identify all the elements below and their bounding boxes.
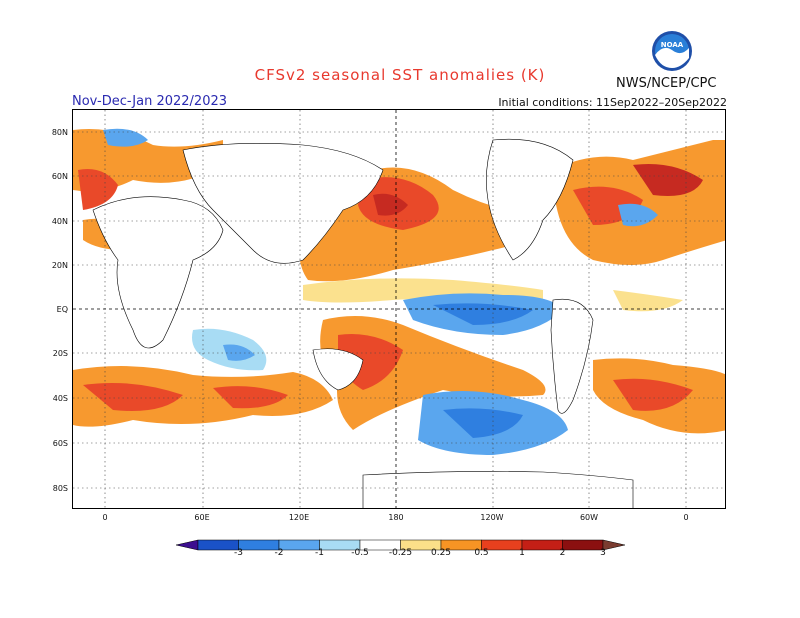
lon-label-180: 180 — [388, 513, 404, 522]
colorbar-tick-label: 0.25 — [430, 548, 452, 558]
lon-label-120e: 120E — [288, 513, 310, 522]
lon-label-120w: 120W — [480, 513, 504, 522]
colorbar-tick-label: 3 — [600, 548, 606, 558]
colorbar-segment — [521, 539, 563, 551]
noaa-logo: NOAA — [651, 30, 693, 72]
colorbar-left-arrow — [175, 539, 199, 551]
lat-label-60n: 60N — [51, 172, 68, 181]
colorbar-tick-label: 2 — [559, 548, 566, 558]
sst-anomaly-map — [72, 109, 726, 509]
reference-lines — [73, 110, 725, 508]
lat-label-eq: EQ — [56, 305, 68, 314]
initial-conditions-label: Initial conditions: 11Sep2022–20Sep2022 — [498, 96, 727, 109]
colorbar-tick-label: -3 — [234, 548, 243, 558]
agency-label: NWS/NCEP/CPC — [616, 76, 717, 91]
colorbar-tick-label: 0.5 — [474, 548, 489, 558]
colorbar-right-arrow — [602, 539, 626, 551]
lon-label-60w: 60W — [579, 513, 599, 522]
lat-label-40s: 40S — [52, 394, 68, 403]
lat-label-80n: 80N — [51, 128, 68, 137]
lon-label-0: 0 — [102, 513, 108, 522]
lat-label-80s: 80S — [52, 484, 68, 493]
colorbar-tick-label: -1 — [315, 548, 324, 558]
lon-label-0-east: 0 — [683, 513, 689, 522]
lat-label-20n: 20N — [51, 261, 68, 270]
grid-lines — [73, 110, 725, 508]
lat-label-20s: 20S — [52, 349, 68, 358]
chart-title: CFSv2 seasonal SST anomalies (K) — [254, 66, 546, 84]
season-label: Nov-Dec-Jan 2022/2023 — [72, 94, 228, 109]
lon-label-60e: 60E — [194, 513, 210, 522]
land-layer — [92, 138, 634, 508]
lat-label-40n: 40N — [51, 217, 68, 226]
colorbar-tick-label: -0.25 — [388, 548, 413, 558]
colorbar-segment — [562, 539, 604, 551]
colorbar-tick-label: -2 — [274, 548, 284, 558]
colorbar-tick-label: 1 — [519, 548, 525, 558]
map-canvas — [73, 110, 725, 508]
lat-label-60s: 60S — [52, 439, 68, 448]
colorbar — [175, 536, 626, 555]
colorbar-segment — [197, 539, 239, 551]
colorbar-segment — [238, 539, 280, 551]
svg-text:NOAA: NOAA — [661, 41, 684, 49]
colorbar-tick-label: -0.5 — [351, 548, 369, 558]
colorbar-segment — [278, 539, 320, 551]
